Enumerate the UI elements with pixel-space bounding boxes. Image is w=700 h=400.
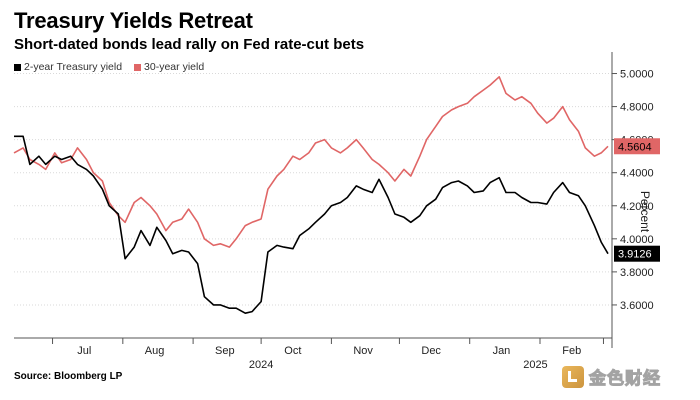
y-tick-label: 4.4000 (620, 168, 654, 180)
y-tick-label: 3.8000 (620, 267, 654, 279)
last-value-label-2yr: 3.9126 (618, 249, 652, 261)
legend-item-2yr: 2-year Treasury yield (14, 61, 122, 73)
last-value-badge-30yr (614, 138, 660, 155)
legend-label-2yr: 2-year Treasury yield (24, 61, 123, 73)
legend-swatch-2yr (14, 63, 21, 71)
watermark: 金色财经 (562, 364, 661, 390)
x-year-label: 2024 (249, 359, 273, 371)
x-tick-label: Jan (493, 345, 511, 357)
legend: 2-year Treasury yield 30-year yield (14, 61, 204, 73)
legend-swatch-30yr (134, 63, 142, 71)
x-tick-label: Sep (215, 345, 235, 357)
x-year-label: 2025 (523, 359, 547, 371)
y-tick-label: 4.8000 (620, 102, 654, 114)
series-line-30yr (13, 76, 609, 248)
watermark-logo-icon (562, 365, 584, 388)
x-tick-label: Feb (562, 345, 581, 357)
last-value-badge-2yr (614, 245, 660, 262)
x-tick-label: Aug (145, 345, 165, 357)
legend-label-30yr: 30-year yield (144, 61, 205, 73)
chart-subtitle: Short-dated bonds lead rally on Fed rate… (14, 36, 365, 53)
y-tick-label: 4.2000 (620, 201, 654, 213)
y-axis-title: Percent (638, 191, 652, 233)
y-tick-label: 4.0000 (620, 234, 654, 246)
chart-title: Treasury Yields Retreat (14, 8, 253, 33)
source-note: Source: Bloomberg LP (14, 371, 123, 382)
x-tick-label: Nov (353, 345, 373, 357)
x-tick-label: Dec (421, 345, 441, 357)
legend-item-30yr: 30-year yield (134, 61, 204, 73)
x-tick-label: Jul (77, 345, 91, 357)
y-tick-label: 5.0000 (620, 69, 654, 81)
y-tick-label: 3.6000 (620, 300, 654, 312)
series-line-2yr (14, 135, 609, 314)
x-tick-label: Oct (284, 345, 301, 357)
watermark-text: 金色财经 (589, 369, 661, 390)
last-value-label-30yr: 4.5604 (618, 141, 652, 153)
